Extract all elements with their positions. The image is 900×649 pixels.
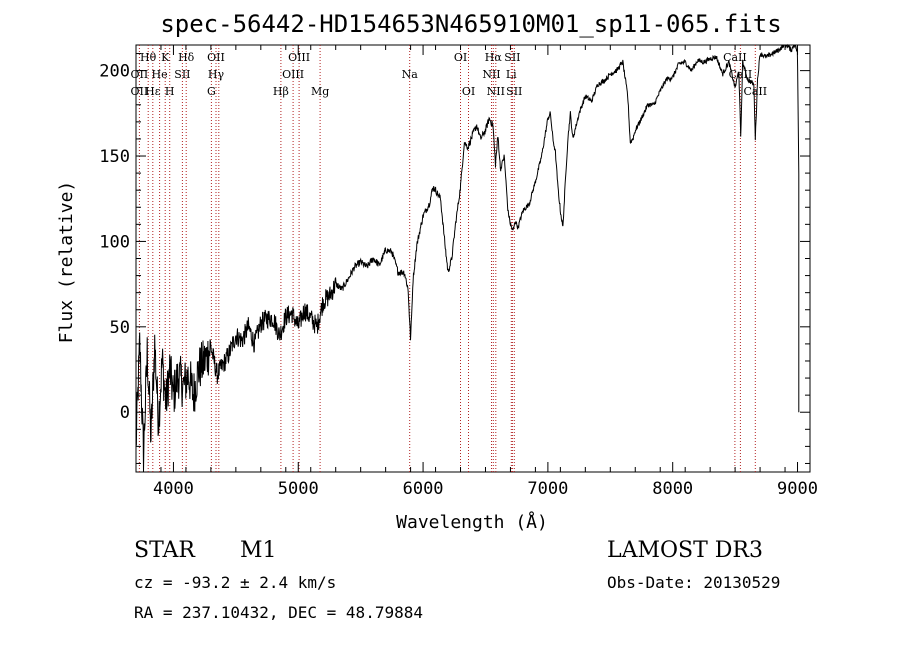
marker-label-6: Hα [485, 51, 503, 64]
marker-label-15: NII [482, 68, 500, 81]
y-tick-label-150: 150 [99, 147, 130, 167]
x-tick-label-4000: 4000 [153, 479, 194, 499]
observation-date: Obs-Date: 20130529 [607, 573, 781, 592]
marker-label-16: Li [506, 68, 517, 81]
object-class: STAR [134, 538, 195, 563]
x-tick-label-9000: 9000 [777, 479, 818, 499]
marker-label-21: G [207, 85, 216, 98]
marker-label-19: Hε [145, 85, 161, 98]
marker-label-12: Hγ [208, 68, 225, 81]
x-tick-label-8000: 8000 [652, 479, 693, 499]
line-marker-guides [138, 45, 756, 472]
marker-label-22: Hβ [273, 85, 289, 98]
marker-label-0: Hθ [140, 51, 157, 64]
survey-name: LAMOST DR3 [607, 538, 763, 563]
marker-label-13: OIII [282, 68, 304, 81]
marker-label-9: OII [131, 68, 149, 81]
plot-frame [135, 44, 811, 473]
x-axis-label: Wavelength (Å) [396, 511, 548, 533]
marker-label-5: OI [454, 51, 467, 64]
marker-label-20: H [165, 85, 175, 98]
marker-label-10: He [152, 68, 168, 81]
x-tick-label-7000: 7000 [527, 479, 568, 499]
marker-label-26: SII [506, 85, 522, 98]
axis-ticks: 4000 5000 6000 7000 8000 9000 0 50 100 150 200 [99, 45, 818, 499]
marker-label-14: Na [402, 68, 419, 81]
object-subclass: M1 [240, 538, 277, 563]
y-tick-label-100: 100 [99, 232, 130, 252]
chart-title: spec-56442-HD154653N465910M01_sp11-065.f… [160, 10, 781, 38]
marker-label-24: OI [462, 85, 475, 98]
marker-label-27: CaII [743, 85, 767, 98]
coordinates: RA = 237.10432, DEC = 48.79884 [134, 603, 423, 622]
marker-label-4: OIII [288, 51, 310, 64]
x-tick-label-6000: 6000 [403, 479, 444, 499]
spectrum-line [135, 43, 800, 473]
y-axis-label: Flux (relative) [56, 181, 77, 344]
marker-label-25: NII [487, 85, 505, 98]
y-tick-label-50: 50 [110, 318, 130, 338]
marker-label-2: Hδ [178, 51, 195, 64]
x-tick-label-5000: 5000 [278, 479, 319, 499]
marker-label-7: SII [504, 51, 520, 64]
marker-label-3: OII [207, 51, 225, 64]
y-tick-label-0: 0 [120, 403, 130, 423]
marker-label-11: SII [174, 68, 190, 81]
marker-label-18: OII [131, 85, 149, 98]
marker-label-1: K [161, 51, 170, 64]
marker-label-23: Mg [311, 85, 329, 98]
redshift-cz: cz = -93.2 ± 2.4 km/s [134, 573, 337, 592]
y-tick-label-200: 200 [99, 62, 130, 82]
